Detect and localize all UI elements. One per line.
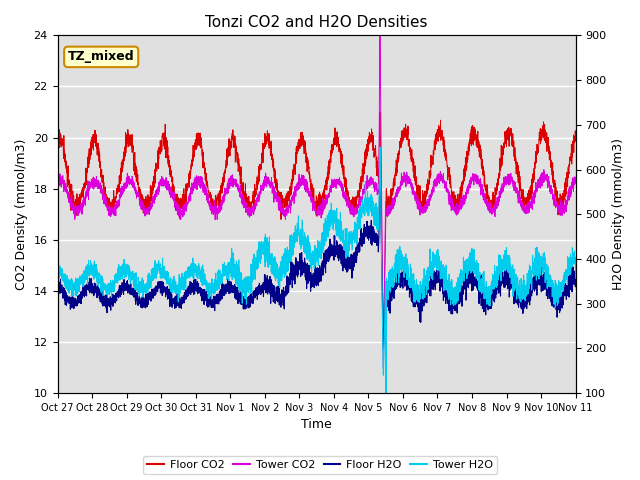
Tower CO2 bbox=[325, 192, 333, 198]
Floor H2O bbox=[572, 280, 579, 286]
Text: TZ_mixed: TZ_mixed bbox=[68, 50, 134, 63]
Legend: Floor CO2, Tower CO2, Floor H2O, Tower H2O: Floor CO2, Tower CO2, Floor H2O, Tower H… bbox=[143, 456, 497, 474]
Floor CO2 bbox=[325, 175, 333, 181]
Floor H2O bbox=[54, 290, 61, 296]
Tower CO2 bbox=[380, 365, 387, 371]
Y-axis label: H2O Density (mmol/m3): H2O Density (mmol/m3) bbox=[612, 138, 625, 290]
Tower CO2 bbox=[284, 210, 292, 216]
Floor CO2 bbox=[410, 163, 417, 168]
Floor H2O bbox=[410, 304, 417, 310]
Floor H2O bbox=[382, 435, 390, 441]
Floor H2O bbox=[376, 167, 384, 172]
Tower H2O bbox=[382, 435, 390, 441]
Floor CO2 bbox=[284, 196, 292, 202]
Tower CO2 bbox=[54, 184, 61, 190]
Line: Floor CO2: Floor CO2 bbox=[58, 112, 575, 342]
Floor CO2 bbox=[387, 206, 394, 212]
Y-axis label: CO2 Density (mmol/m3): CO2 Density (mmol/m3) bbox=[15, 139, 28, 290]
Tower CO2 bbox=[572, 180, 579, 185]
Floor H2O bbox=[387, 299, 394, 304]
Tower H2O bbox=[54, 264, 61, 270]
Line: Tower CO2: Tower CO2 bbox=[58, 36, 575, 368]
Tower H2O bbox=[120, 264, 127, 269]
Floor CO2 bbox=[572, 138, 579, 144]
Floor H2O bbox=[325, 258, 333, 264]
Tower H2O bbox=[572, 275, 579, 281]
Tower H2O bbox=[284, 260, 292, 265]
Floor H2O bbox=[280, 292, 287, 298]
Floor CO2 bbox=[280, 201, 287, 207]
Floor CO2 bbox=[376, 109, 384, 115]
Line: Tower H2O: Tower H2O bbox=[58, 147, 575, 438]
Floor CO2 bbox=[380, 339, 387, 345]
Tower H2O bbox=[325, 222, 333, 228]
Floor CO2 bbox=[120, 155, 127, 160]
Tower CO2 bbox=[280, 208, 287, 214]
X-axis label: Time: Time bbox=[301, 419, 332, 432]
Tower H2O bbox=[376, 144, 384, 150]
Tower H2O bbox=[410, 291, 417, 297]
Floor CO2 bbox=[54, 139, 61, 144]
Tower H2O bbox=[387, 282, 394, 288]
Title: Tonzi CO2 and H2O Densities: Tonzi CO2 and H2O Densities bbox=[205, 15, 428, 30]
Tower CO2 bbox=[120, 186, 127, 192]
Line: Floor H2O: Floor H2O bbox=[58, 169, 575, 438]
Tower CO2 bbox=[387, 206, 394, 212]
Tower CO2 bbox=[410, 185, 417, 191]
Tower H2O bbox=[280, 260, 287, 265]
Floor H2O bbox=[120, 292, 127, 298]
Floor H2O bbox=[284, 277, 292, 283]
Tower CO2 bbox=[376, 33, 384, 38]
